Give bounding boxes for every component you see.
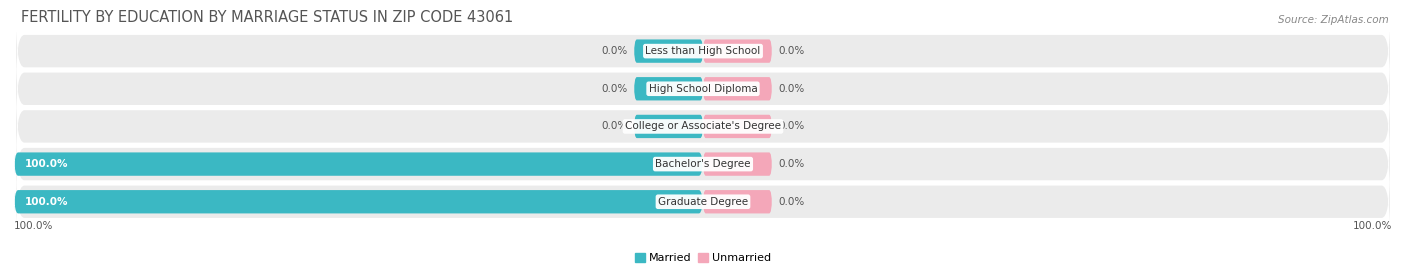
FancyBboxPatch shape [703, 115, 772, 138]
FancyBboxPatch shape [15, 173, 1391, 231]
Text: High School Diploma: High School Diploma [648, 84, 758, 94]
Text: 0.0%: 0.0% [779, 121, 806, 132]
Text: 0.0%: 0.0% [779, 159, 806, 169]
FancyBboxPatch shape [703, 77, 772, 100]
Text: Source: ZipAtlas.com: Source: ZipAtlas.com [1278, 15, 1389, 25]
Text: 0.0%: 0.0% [779, 84, 806, 94]
Text: 0.0%: 0.0% [600, 46, 627, 56]
Text: College or Associate's Degree: College or Associate's Degree [626, 121, 780, 132]
Text: Bachelor's Degree: Bachelor's Degree [655, 159, 751, 169]
Text: 100.0%: 100.0% [24, 159, 67, 169]
Text: 100.0%: 100.0% [24, 197, 67, 207]
Text: FERTILITY BY EDUCATION BY MARRIAGE STATUS IN ZIP CODE 43061: FERTILITY BY EDUCATION BY MARRIAGE STATU… [21, 10, 513, 25]
Text: 100.0%: 100.0% [1353, 221, 1392, 231]
Text: 0.0%: 0.0% [600, 84, 627, 94]
Text: 0.0%: 0.0% [600, 121, 627, 132]
Legend: Married, Unmarried: Married, Unmarried [630, 249, 776, 268]
Text: Less than High School: Less than High School [645, 46, 761, 56]
FancyBboxPatch shape [15, 60, 1391, 118]
FancyBboxPatch shape [15, 97, 1391, 155]
FancyBboxPatch shape [634, 77, 703, 100]
Text: 100.0%: 100.0% [14, 221, 53, 231]
FancyBboxPatch shape [14, 153, 703, 176]
FancyBboxPatch shape [703, 190, 772, 213]
FancyBboxPatch shape [634, 115, 703, 138]
FancyBboxPatch shape [14, 190, 703, 213]
Text: 0.0%: 0.0% [779, 46, 806, 56]
FancyBboxPatch shape [15, 135, 1391, 193]
FancyBboxPatch shape [703, 153, 772, 176]
FancyBboxPatch shape [15, 22, 1391, 80]
FancyBboxPatch shape [703, 40, 772, 63]
Text: 0.0%: 0.0% [779, 197, 806, 207]
FancyBboxPatch shape [634, 40, 703, 63]
Text: Graduate Degree: Graduate Degree [658, 197, 748, 207]
